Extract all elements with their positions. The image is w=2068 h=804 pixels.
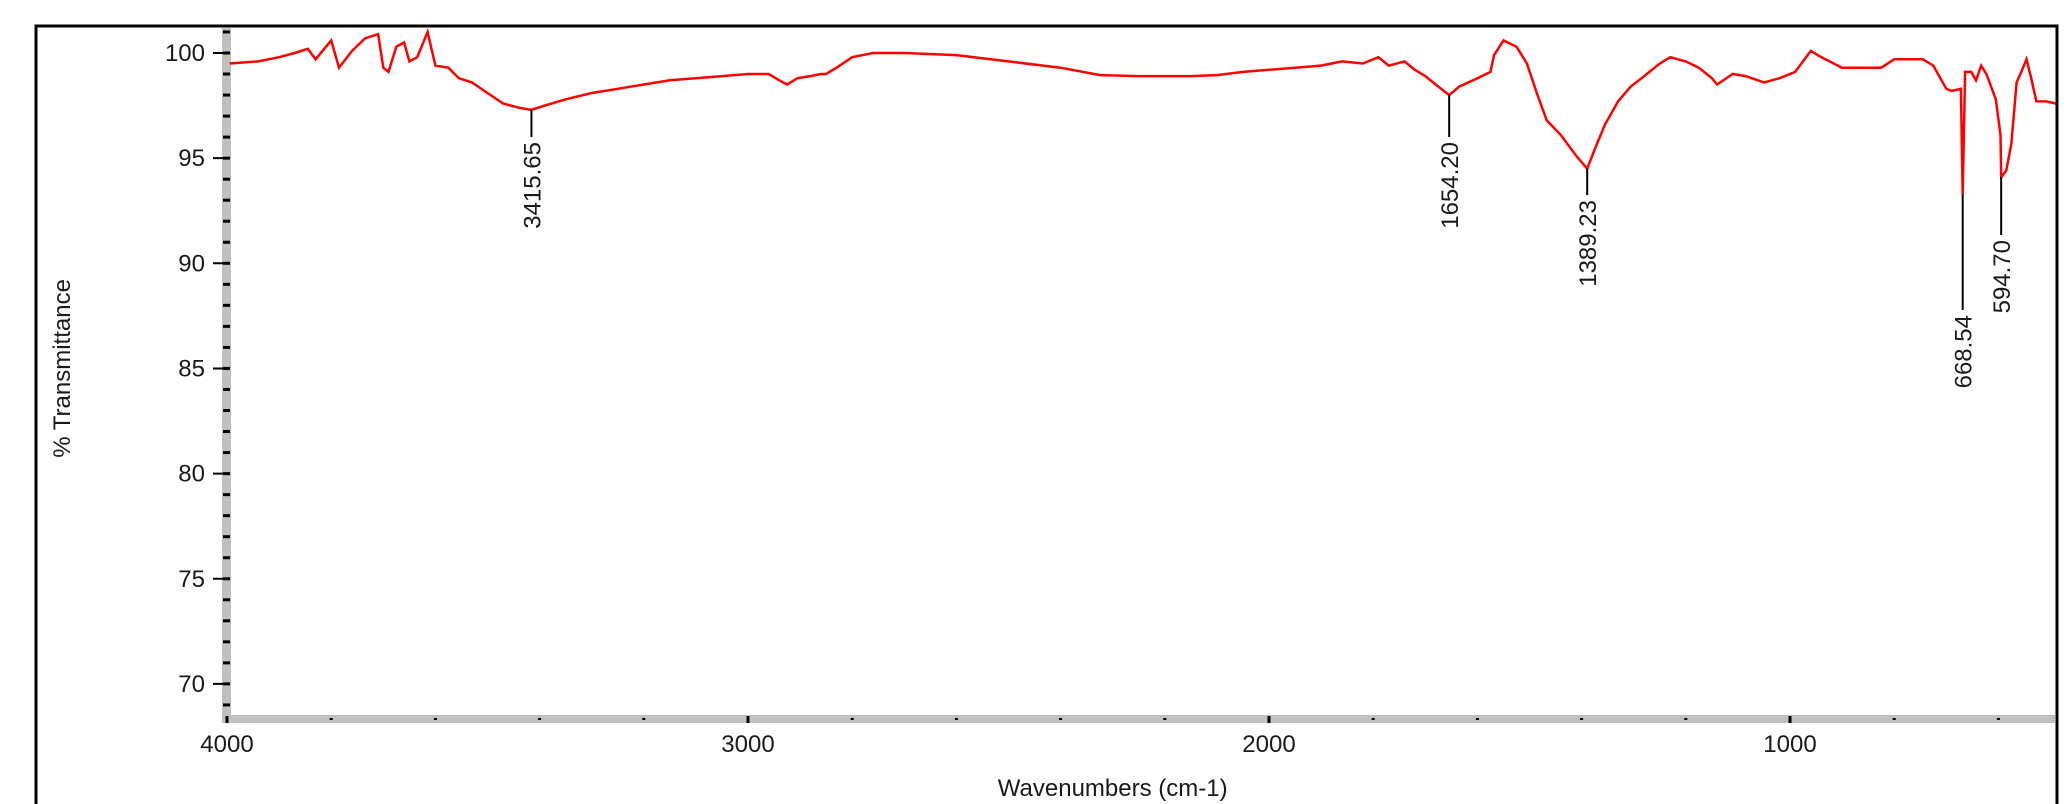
y-axis: 100 95 90 85 80 75 70 <box>165 28 231 723</box>
y-tick-label: 100 <box>165 40 205 67</box>
chart-frame <box>34 24 2059 804</box>
x-tick-label: 4000 <box>200 731 253 758</box>
x-axis: 4000 3000 2000 1000 <box>200 715 2055 758</box>
peak-label: 1389.23 <box>1575 200 1602 287</box>
y-tick-label: 80 <box>178 461 205 488</box>
peak-label: 594.70 <box>1989 240 2016 313</box>
x-tick-label: 2000 <box>1242 731 1295 758</box>
spectrum-series <box>229 27 2056 194</box>
x-axis-title: Wavenumbers (cm-1) <box>998 775 1228 802</box>
y-tick-label: 95 <box>178 145 205 172</box>
peak-label: 668.54 <box>1951 315 1978 388</box>
y-axis-bar <box>222 28 231 723</box>
y-tick-label: 85 <box>178 355 205 382</box>
peak-annotations: 3415.65 1654.20 1389.23 668.54 594.70 <box>519 95 2016 388</box>
spectrum-line <box>229 27 2056 194</box>
y-axis-title: % Transmittance <box>49 279 76 458</box>
x-axis-bar <box>222 715 2055 723</box>
peak-label: 1654.20 <box>1437 142 1464 229</box>
y-tick-label: 90 <box>178 250 205 277</box>
peak-label: 3415.65 <box>519 142 546 229</box>
x-tick-label: 3000 <box>721 731 774 758</box>
x-tick-label: 1000 <box>1763 731 1816 758</box>
y-tick-label: 75 <box>178 566 205 593</box>
y-tick-label: 70 <box>178 671 205 698</box>
